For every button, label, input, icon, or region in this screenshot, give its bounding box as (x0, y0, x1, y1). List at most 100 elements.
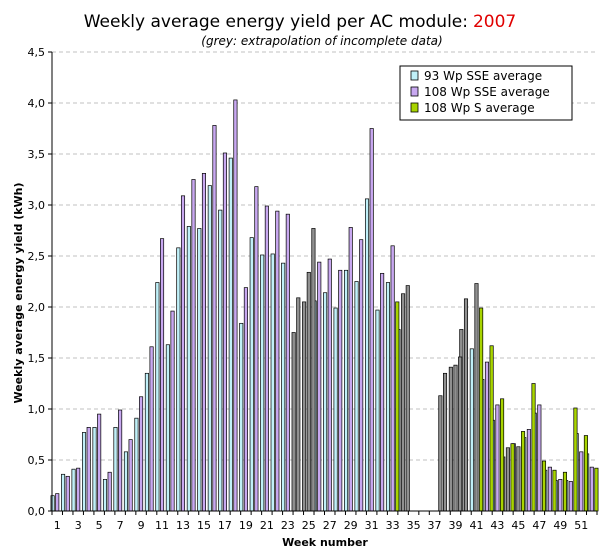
y-tick-label: 1,5 (28, 352, 46, 365)
bar-series-0-week-15 (197, 228, 202, 512)
chart-title-year: 2007 (473, 12, 516, 32)
bar-series-1-week-6 (107, 471, 112, 512)
x-tick-label: 35 (407, 519, 421, 532)
bar-series-0-week-41 (469, 348, 474, 512)
bar-series-2-week-49 (562, 471, 567, 512)
bar-series-0-week-28 (333, 307, 338, 512)
bar-series-1-week-48 (547, 466, 552, 512)
bar-series-2-week-50 (573, 407, 578, 512)
legend-box (399, 65, 573, 121)
bar-series-0-week-21 (260, 254, 265, 512)
x-tick-label: 13 (176, 519, 190, 532)
bar-series-1-week-26 (317, 261, 322, 512)
x-tick-label: 29 (344, 519, 358, 532)
bar-series-1-week-33 (390, 245, 395, 512)
bar-series-1-week-5 (97, 413, 102, 512)
bar-series-0-week-11 (155, 282, 160, 512)
x-tick-label: 37 (428, 519, 442, 532)
bar-series-2-week-34 (405, 285, 410, 512)
bar-series-1-week-52 (589, 466, 594, 512)
bar-series-0-week-17 (218, 209, 223, 512)
bar-series-1-week-39 (453, 364, 458, 512)
bar-series-1-week-30 (359, 239, 364, 512)
bar-series-1-week-10 (149, 346, 154, 512)
bar-series-0-week-31 (364, 198, 370, 512)
x-tick-label: 11 (155, 519, 169, 532)
bar-series-0-week-7 (113, 427, 118, 512)
bar-series-2-week-45 (521, 431, 526, 512)
bar-series-1-week-14 (191, 179, 196, 512)
bars (50, 99, 599, 512)
x-tick-label: 9 (138, 519, 145, 532)
bar-series-0-week-30 (354, 281, 359, 512)
bar-series-2-week-42 (489, 345, 494, 512)
bar-series-0-week-14 (186, 226, 191, 512)
x-tick-labels: 1 3 5 7 9 11 13 15 17 19 21 23 25 27 29 31 33 35 37 39 41 43 4… (51, 511, 598, 532)
x-tick-label: 1 (54, 519, 61, 532)
bar-series-1-week-12 (170, 310, 175, 512)
x-tick-label: 19 (239, 519, 253, 532)
bar-series-0-week-33 (385, 282, 390, 512)
bar-series-2-week-52 (594, 467, 599, 512)
bar-series-0-week-27 (323, 292, 328, 512)
bar-series-1-week-29 (348, 227, 353, 512)
bar-series-1-week-25 (306, 271, 311, 512)
bar-series-0-week-19 (239, 322, 244, 512)
bar-series-1-week-28 (338, 269, 343, 512)
bar-series-1-week-20 (254, 186, 259, 512)
x-tick-label: 49 (553, 519, 567, 532)
bar-series-1-week-2 (65, 475, 70, 512)
y-tick-label: 3,5 (28, 148, 46, 161)
bar-series-1-week-9 (139, 396, 144, 512)
bar-series-2-week-41 (479, 307, 484, 512)
bar-series-1-week-8 (128, 439, 133, 512)
bar-series-1-week-16 (212, 125, 217, 512)
bar-series-2-week-44 (510, 443, 515, 512)
bar-series-1-week-11 (160, 238, 165, 512)
x-tick-label: 15 (197, 519, 211, 532)
y-axis-title: Weekly average energy yield (kWh) (12, 182, 25, 403)
bar-series-0-week-32 (375, 309, 380, 512)
bar-series-2-week-43 (500, 398, 505, 512)
legend-label-108wp-s: 108 Wp S average (424, 101, 535, 115)
bar-series-2-week-33 (395, 301, 400, 512)
bar-series-2-week-48 (552, 469, 557, 512)
bar-series-0-week-18 (228, 157, 233, 512)
x-tick-label: 3 (75, 519, 82, 532)
x-tick-label: 23 (281, 519, 295, 532)
bar-series-0-week-5 (92, 427, 97, 512)
x-tick-label: 33 (386, 519, 400, 532)
bar-series-2-week-51 (583, 435, 588, 512)
legend: 93 Wp SSE average 108 Wp SSE average 108… (399, 65, 573, 121)
bar-series-2-week-25 (311, 228, 316, 512)
bar-series-0-week-20 (249, 237, 254, 512)
bar-series-0-week-22 (270, 253, 275, 512)
legend-label-93wp-sse: 93 Wp SSE average (424, 69, 542, 83)
bar-series-1-week-42 (484, 361, 489, 512)
bar-series-1-week-23 (285, 213, 290, 512)
bar-series-1-week-32 (380, 272, 385, 512)
bar-series-0-week-39 (448, 366, 453, 512)
bar-series-0-week-1 (50, 495, 55, 512)
bar-series-1-week-24 (296, 297, 301, 512)
bar-series-1-week-13 (180, 195, 186, 512)
legend-swatch-108wp-s (410, 102, 419, 113)
bar-series-0-week-24 (291, 332, 296, 512)
bar-series-1-week-51 (579, 451, 584, 512)
bar-series-0-week-2 (61, 473, 66, 512)
x-tick-label: 5 (96, 519, 103, 532)
bar-series-1-week-34 (401, 293, 406, 512)
bar-series-1-week-27 (327, 258, 332, 512)
bar-series-1-week-1 (55, 493, 60, 512)
bar-series-1-week-15 (201, 173, 207, 512)
x-tick-label: 17 (218, 519, 232, 532)
bar-series-1-week-49 (558, 479, 563, 512)
y-tick-label: 1,0 (28, 403, 46, 416)
bar-series-1-week-47 (537, 404, 542, 512)
x-tick-label: 39 (449, 519, 463, 532)
x-tick-label: 45 (511, 519, 525, 532)
y-tick-label: 0,5 (28, 454, 46, 467)
bar-series-0-week-10 (144, 372, 149, 512)
bar-series-0-week-3 (71, 468, 76, 512)
